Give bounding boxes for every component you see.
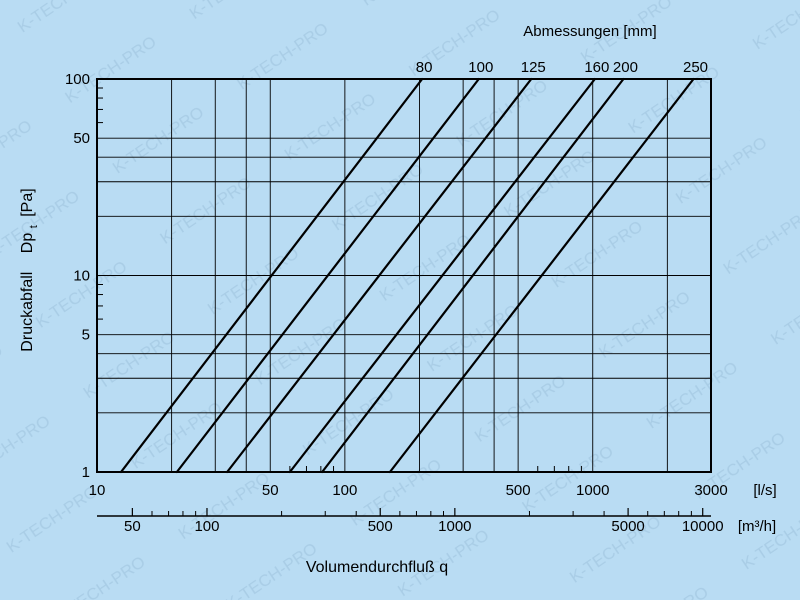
x2-tick-label: 500	[368, 518, 393, 535]
y-tick-label: 1	[82, 464, 90, 481]
plot-frame	[96, 78, 712, 473]
x-axis-unit: [l/s]	[753, 482, 776, 499]
series-label-160: 160	[584, 59, 609, 76]
x-tick-label: 10	[89, 482, 106, 499]
x-tick-labels: 10 50 100 500 1000 3000	[89, 482, 728, 499]
y-axis-label: Druckabfall	[19, 272, 36, 352]
series-line-160	[288, 77, 596, 474]
x2-tick-label: 5000	[611, 518, 644, 535]
series-line-80	[119, 77, 424, 474]
x-tick-label: 100	[332, 482, 357, 499]
series-label-250: 250	[683, 59, 708, 76]
x-tick-label: 3000	[694, 482, 727, 499]
series-line-125	[226, 77, 533, 474]
x-tick-label: 1000	[576, 482, 609, 499]
y-tick-label: 100	[65, 71, 90, 88]
y-tick-labels: 1 5 10 50 100	[65, 71, 90, 481]
svg-text:Druckabfall Dp t: Druckabfall Dp t [Pa]	[19, 188, 41, 351]
y-axis-symbol-subscript: t	[28, 225, 40, 228]
y-axis-symbol: Dp	[19, 233, 36, 254]
secondary-x-axis: 50 100 500 1000 5000 10000	[97, 508, 724, 535]
x2-tick-label: 1000	[438, 518, 471, 535]
series-labels: 80 100 125 160 200 250	[416, 59, 708, 76]
grid	[97, 78, 712, 472]
y-axis-label-group: Druckabfall Dp t [Pa]	[19, 188, 41, 351]
y-axis-unit: [Pa]	[19, 188, 36, 216]
series-label-125: 125	[521, 59, 546, 76]
series-line-250	[388, 77, 695, 474]
series-lines	[119, 77, 695, 474]
y-tick-label: 50	[73, 130, 90, 147]
x2-tick-label: 100	[194, 518, 219, 535]
x-axis-label: Volumendurchfluß q	[306, 559, 448, 576]
series-label-200: 200	[613, 59, 638, 76]
chart-title: Abmessungen [mm]	[523, 23, 656, 40]
series-label-80: 80	[416, 59, 433, 76]
series-label-100: 100	[468, 59, 493, 76]
y-tick-label: 10	[73, 268, 90, 285]
x-tick-label: 50	[262, 482, 279, 499]
y-tick-label: 5	[82, 327, 90, 344]
series-line-200	[321, 77, 625, 474]
x2-tick-label: 50	[124, 518, 141, 535]
x2-tick-label: 10000	[682, 518, 724, 535]
x2-axis-unit: [m³/h]	[738, 518, 776, 535]
x-tick-label: 500	[506, 482, 531, 499]
series-line-100	[175, 77, 480, 474]
